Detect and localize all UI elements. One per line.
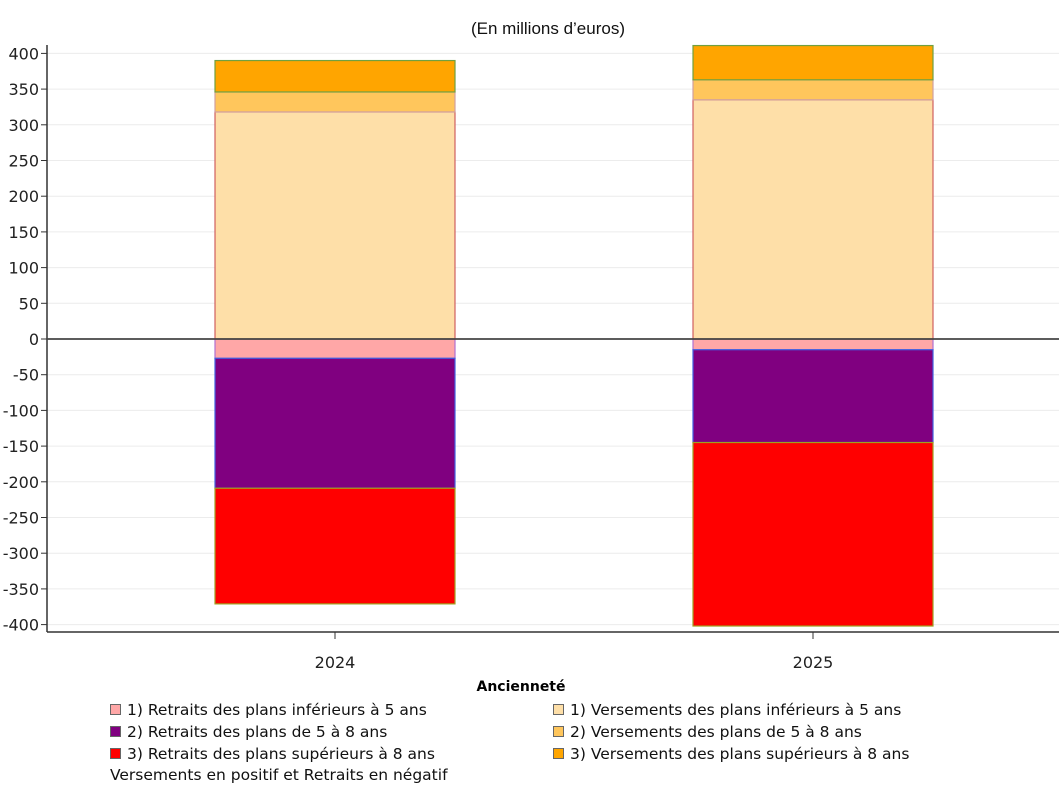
- legend-label: 1) Versements des plans inférieurs à 5 a…: [570, 700, 902, 719]
- legend-swatch: [110, 748, 121, 759]
- chart-footnote: Versements en positif et Retraits en nég…: [110, 766, 448, 784]
- legend-swatch: [553, 726, 564, 737]
- legend-label: 2) Retraits des plans de 5 à 8 ans: [127, 722, 388, 741]
- y-tick-label: -100: [3, 401, 39, 420]
- legend-item: 3) Retraits des plans supérieurs à 8 ans: [110, 744, 553, 763]
- y-tick-label: -150: [3, 437, 39, 456]
- bar-segment-2025-s5: [692, 441, 934, 627]
- bar-segment-2025-s2: [692, 99, 934, 340]
- legend-swatch: [110, 726, 121, 737]
- y-tick-label: -400: [3, 616, 39, 635]
- bar-segment-2024-s2: [214, 111, 456, 340]
- bar-segments: [214, 44, 934, 627]
- y-tick-label: -350: [3, 580, 39, 599]
- stacked-bar-chart: (En millions d’euros) 400 350 300 250 200 150…: [3, 19, 1059, 695]
- y-tick-label: -300: [3, 544, 39, 563]
- y-tick-label: 100: [8, 259, 39, 278]
- legend-item: 1) Versements des plans inférieurs à 5 a…: [553, 700, 1033, 719]
- x-axis-title: Ancienneté: [476, 679, 565, 695]
- legend-item: 2) Versements des plans de 5 à 8 ans: [553, 722, 1033, 741]
- legend-label: 3) Versements des plans supérieurs à 8 a…: [570, 744, 910, 763]
- legend-grid: 1) Retraits des plans inférieurs à 5 ans…: [110, 700, 1040, 763]
- legend: 1) Retraits des plans inférieurs à 5 ans…: [110, 700, 1040, 785]
- legend-label: 1) Retraits des plans inférieurs à 5 ans: [127, 700, 427, 719]
- legend-swatch: [553, 748, 564, 759]
- bar-segment-2025-s3: [692, 349, 934, 444]
- legend-swatch: [553, 704, 564, 715]
- legend-label: 3) Retraits des plans supérieurs à 8 ans: [127, 744, 435, 763]
- y-tick-label: 200: [8, 187, 39, 206]
- y-tick-label: 300: [8, 116, 39, 135]
- y-tick-label: 150: [8, 223, 39, 242]
- bar-segment-2024-s4: [214, 91, 456, 113]
- legend-item: 1) Retraits des plans inférieurs à 5 ans: [110, 700, 553, 719]
- bar-segment-2025-s4: [692, 79, 934, 101]
- bar-segment-2024-s3: [214, 357, 456, 489]
- x-axis-ticks: 2024 2025: [315, 632, 834, 672]
- x-tick-label: 2024: [315, 653, 356, 672]
- y-tick-label: -250: [3, 509, 39, 528]
- bar-segment-2024-s6: [214, 59, 456, 93]
- y-tick-label: -50: [13, 366, 39, 385]
- legend-item: 2) Retraits des plans de 5 à 8 ans: [110, 722, 553, 741]
- y-tick-label: -200: [3, 473, 39, 492]
- y-tick-label: 50: [19, 294, 39, 313]
- y-tick-label: 250: [8, 152, 39, 171]
- bar-segment-2024-s5: [214, 487, 456, 605]
- bar-segment-2025-s6: [692, 44, 934, 81]
- y-tick-label: 0: [29, 330, 39, 349]
- y-tick-label: 400: [8, 44, 39, 63]
- y-tick-label: 350: [8, 80, 39, 99]
- legend-swatch: [110, 704, 121, 715]
- chart-subtitle: (En millions d’euros): [471, 19, 625, 38]
- bar-segment-2024-s1: [214, 338, 456, 359]
- x-tick-label: 2025: [793, 653, 834, 672]
- legend-item: 3) Versements des plans supérieurs à 8 a…: [553, 744, 1033, 763]
- legend-label: 2) Versements des plans de 5 à 8 ans: [570, 722, 862, 741]
- y-axis-ticks: 400 350 300 250 200 150 100 50 0 -50 -100 -150 -200 -…: [3, 44, 47, 635]
- bar-segment-2025-s1: [692, 338, 934, 351]
